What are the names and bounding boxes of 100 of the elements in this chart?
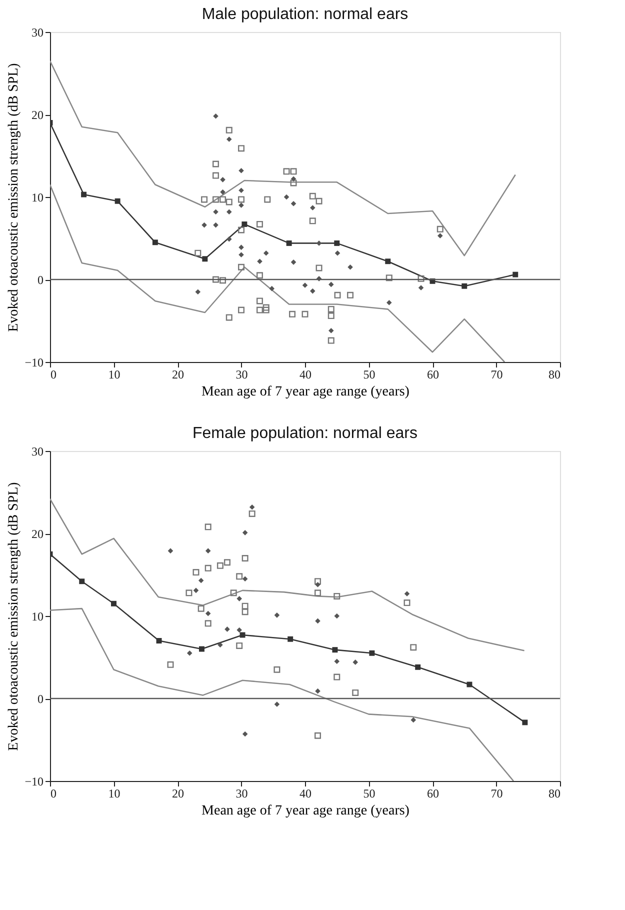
point: [314, 590, 321, 596]
point: [81, 192, 87, 198]
point: [328, 306, 334, 312]
point: [114, 198, 120, 204]
point: [385, 258, 391, 264]
point: [290, 180, 297, 186]
line-series: [50, 498, 525, 652]
point: [386, 274, 392, 282]
point: [230, 590, 237, 596]
x-tick-label: 30: [236, 368, 248, 382]
point: [286, 240, 292, 246]
chart-title: Female population: normal ears: [192, 425, 418, 442]
point: [220, 196, 226, 203]
point: [216, 562, 224, 569]
point: [236, 573, 243, 580]
point: [418, 275, 424, 282]
y-axis-title: Evoked otoacoustic emission strength (dB SPL): [6, 62, 22, 332]
y-tick-label: 0: [38, 692, 44, 706]
point: [167, 661, 174, 668]
point: [314, 578, 321, 585]
point: [315, 582, 320, 588]
point: [334, 592, 340, 600]
point: [220, 177, 226, 182]
point: [213, 209, 218, 214]
point: [334, 658, 340, 664]
point: [226, 209, 232, 214]
point: [410, 644, 417, 651]
point: [202, 256, 208, 262]
point: [284, 194, 290, 200]
point: [240, 632, 246, 638]
point: [111, 600, 116, 606]
point: [226, 126, 232, 134]
point: [334, 240, 340, 246]
point: [257, 258, 262, 264]
point: [283, 168, 290, 175]
x-axis-title: Mean age of 7 year age range (years): [202, 384, 410, 400]
point: [152, 240, 158, 246]
point: [302, 310, 308, 318]
y-axis-title: Evoked otoacoustic emission strength (dB SPL): [6, 482, 22, 751]
point: [186, 650, 192, 656]
line-series: [50, 608, 514, 781]
x-tick-label: 20: [172, 368, 184, 382]
point: [316, 198, 322, 204]
point: [224, 559, 230, 566]
point: [212, 276, 219, 283]
point: [226, 236, 232, 242]
point: [220, 277, 226, 284]
point: [205, 610, 211, 616]
point: [238, 196, 244, 203]
point: [328, 337, 334, 344]
point: [256, 298, 263, 304]
x-tick-label: 30: [236, 786, 248, 800]
point: [201, 196, 208, 203]
x-tick-label: 10: [108, 786, 120, 800]
y-tick-label: 20: [32, 108, 44, 122]
point: [262, 306, 270, 314]
point: [328, 328, 334, 334]
point: [262, 304, 270, 311]
point: [274, 666, 280, 673]
point: [404, 600, 410, 606]
point: [242, 530, 248, 536]
point: [290, 176, 296, 182]
point: [369, 650, 375, 656]
point: [238, 306, 244, 314]
x-tick-label: 70: [490, 368, 503, 382]
point: [238, 226, 244, 234]
point: [204, 564, 212, 572]
point: [328, 282, 334, 288]
point: [522, 720, 528, 726]
point: [438, 233, 443, 238]
point: [238, 202, 244, 208]
point: [334, 292, 341, 298]
point: [290, 168, 297, 175]
x-tick-label: 50: [363, 786, 376, 800]
point: [226, 136, 232, 142]
x-tick-label: 0: [50, 368, 56, 382]
point: [310, 205, 316, 210]
point: [309, 192, 316, 200]
point: [195, 289, 201, 295]
point: [79, 578, 85, 584]
point: [242, 555, 248, 562]
point: [236, 642, 243, 649]
point: [213, 114, 218, 119]
y-tick-label: 30: [32, 26, 44, 40]
point: [415, 664, 421, 670]
point: [347, 292, 354, 298]
point: [238, 244, 244, 250]
point: [316, 264, 322, 272]
point: [334, 613, 340, 619]
y-tick-label: 20: [32, 527, 44, 541]
point: [290, 200, 296, 206]
point: [264, 196, 271, 203]
x-tick-label: 50: [363, 368, 376, 382]
point: [512, 272, 518, 278]
point: [288, 636, 294, 642]
point: [309, 218, 316, 224]
point: [436, 226, 444, 232]
point: [224, 626, 230, 632]
y-tick-label: 30: [32, 444, 44, 458]
point: [256, 272, 263, 279]
